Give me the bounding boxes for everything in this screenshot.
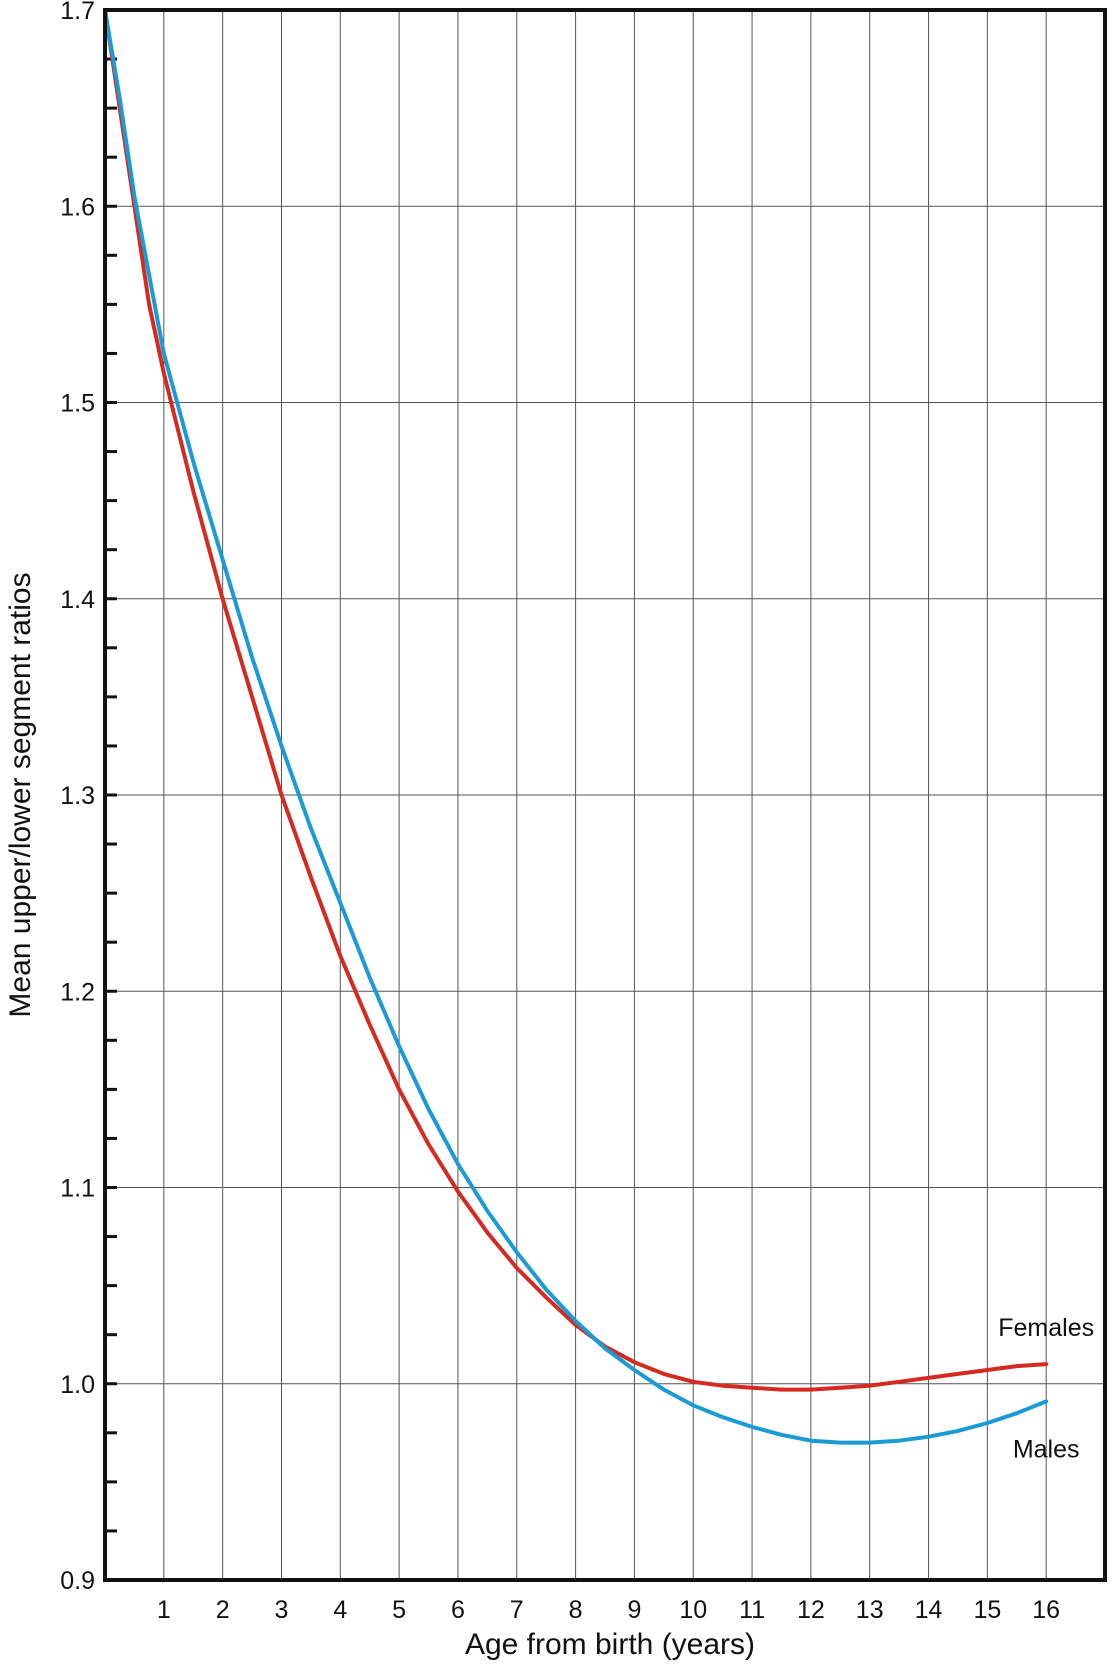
x-tick-label: 14 <box>915 1596 943 1624</box>
x-tick-labels: 1 2 3 4 5 6 7 8 9 10 11 12 13 14 15 16 <box>157 1596 1060 1624</box>
y-tick-label: 1.6 <box>60 193 95 221</box>
x-tick-label: 2 <box>216 1596 230 1624</box>
y-tick-label: 0.9 <box>60 1567 95 1595</box>
x-tick-label: 1 <box>157 1596 171 1624</box>
x-tick-label: 15 <box>973 1596 1001 1624</box>
series-lines <box>103 8 1049 1445</box>
y-tick-label: 1.1 <box>60 1175 95 1203</box>
y-tick-labels: 0.9 1.0 1.1 1.2 1.3 1.4 1.5 1.6 1.7 <box>60 0 95 1595</box>
series-line-females <box>103 8 1049 1392</box>
series-line-males <box>103 8 1049 1445</box>
y-tick-label: 1.0 <box>60 1371 95 1399</box>
y-tick-label: 1.5 <box>60 390 95 418</box>
x-tick-label: 8 <box>569 1596 583 1624</box>
x-tick-label: 7 <box>510 1596 524 1624</box>
x-tick-label: 10 <box>679 1596 707 1624</box>
x-tick-label: 6 <box>451 1596 465 1624</box>
x-axis-title: Age from birth (years) <box>465 1628 755 1661</box>
x-tick-label: 11 <box>739 1596 765 1624</box>
series-label-males: Males <box>1013 1435 1080 1463</box>
x-tick-label: 4 <box>333 1596 347 1624</box>
y-tick-label: 1.3 <box>60 782 95 810</box>
x-tick-label: 16 <box>1032 1596 1060 1624</box>
plot-frame <box>103 8 1107 1582</box>
plot-border <box>103 8 1107 1582</box>
x-tick-label: 9 <box>627 1596 641 1624</box>
x-tick-label: 5 <box>392 1596 406 1624</box>
y-axis-title: Mean upper/lower segment ratios <box>4 572 37 1017</box>
x-tick-label: 13 <box>856 1596 884 1624</box>
y-tick-label: 1.4 <box>60 586 95 614</box>
y-tick-label: 1.2 <box>60 978 95 1006</box>
series-labels: Females Males <box>998 1314 1094 1463</box>
y-tick-label: 1.7 <box>60 0 95 25</box>
x-tick-label: 3 <box>275 1596 289 1624</box>
series-label-females: Females <box>998 1314 1094 1342</box>
x-tick-label: 12 <box>797 1596 825 1624</box>
